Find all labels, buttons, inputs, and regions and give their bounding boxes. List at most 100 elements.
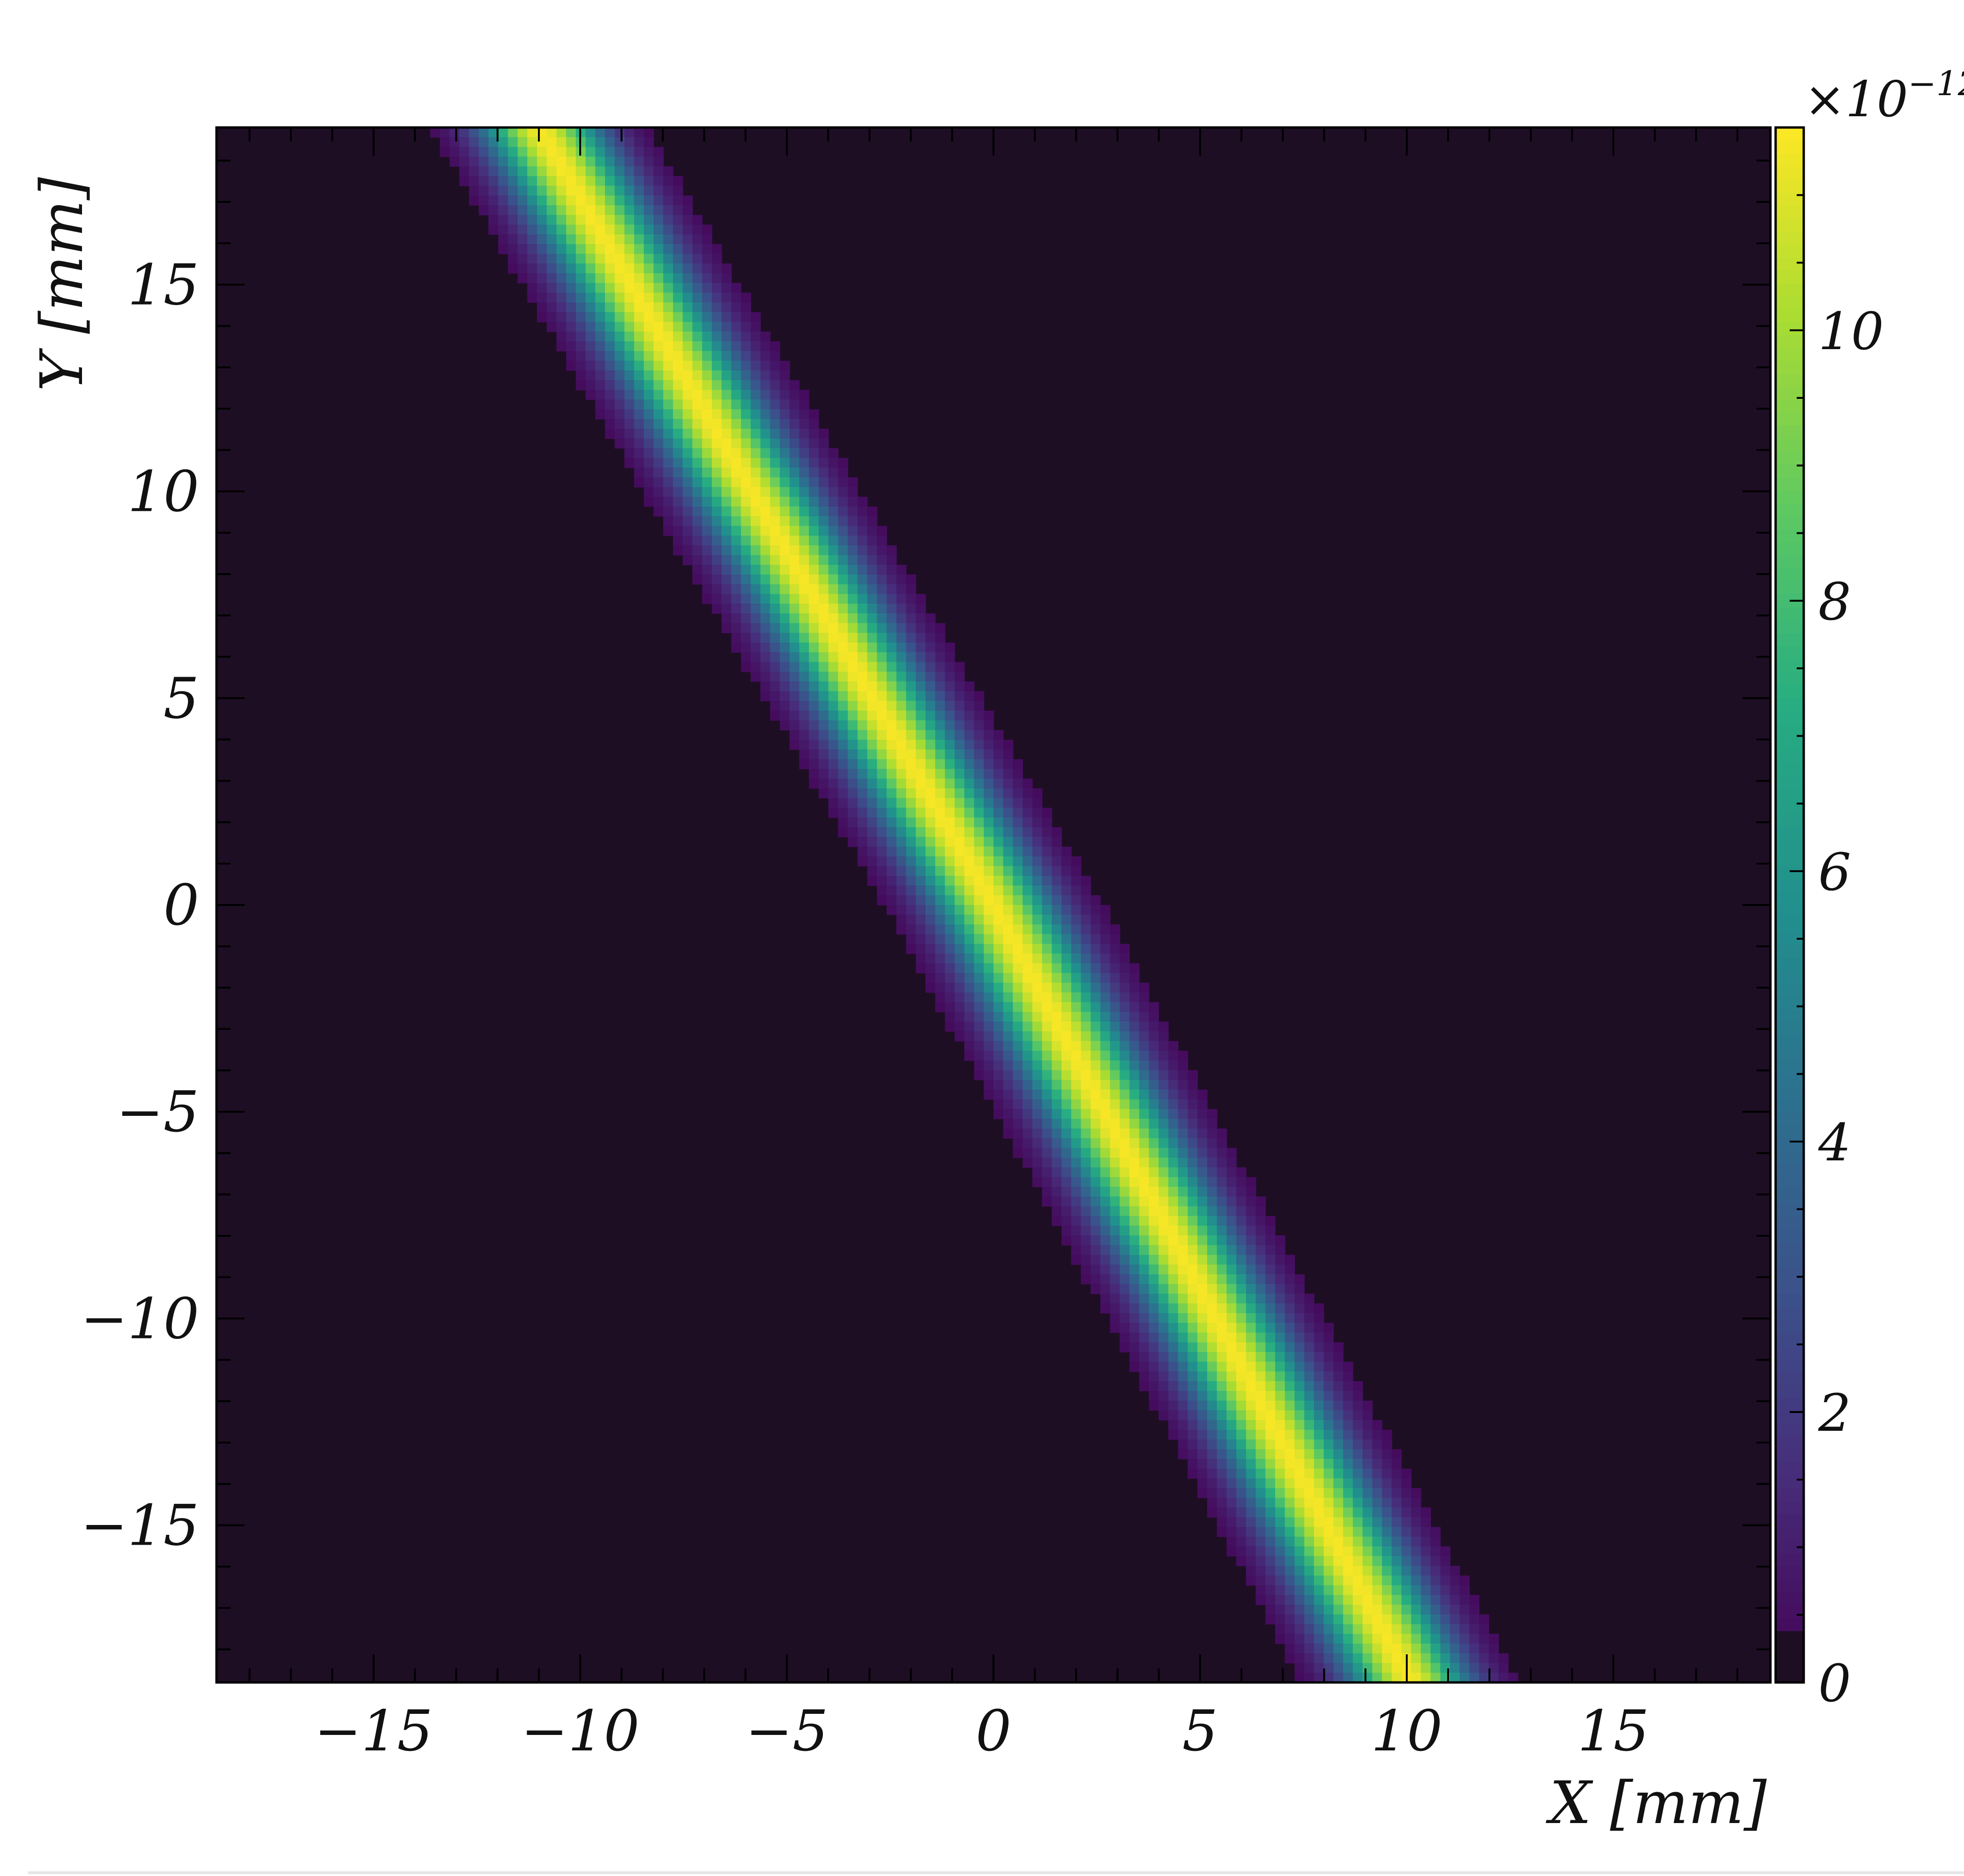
heatmap-cell — [1401, 1605, 1411, 1615]
heatmap-cell — [945, 710, 955, 721]
heatmap-cell — [1265, 1216, 1276, 1226]
heatmap-cell — [1314, 1605, 1324, 1615]
heatmap-cell — [1042, 827, 1053, 837]
heatmap-cell — [819, 778, 829, 789]
heatmap-cell — [614, 438, 625, 449]
heatmap-cell — [1323, 1371, 1334, 1382]
heatmap-cell — [789, 701, 800, 711]
heatmap-cell — [916, 895, 926, 905]
heatmap-cell — [1314, 1536, 1324, 1547]
heatmap-cell — [867, 807, 878, 818]
heatmap-cell — [809, 740, 819, 750]
heatmap-cell — [1110, 1284, 1120, 1294]
heatmap-cell — [1013, 846, 1023, 857]
heatmap-cell — [1372, 1449, 1382, 1459]
heatmap-cell — [1052, 1167, 1062, 1178]
heatmap-cell — [1013, 769, 1023, 779]
heatmap-cell — [770, 467, 780, 478]
heatmap-cell — [1110, 1148, 1120, 1158]
heatmap-cell — [993, 914, 1004, 925]
heatmap-cell — [935, 652, 946, 663]
heatmap-cell — [1003, 944, 1014, 954]
heatmap-cell — [1333, 1390, 1344, 1401]
heatmap-cell — [945, 856, 955, 867]
heatmap-cell — [799, 409, 809, 419]
heatmap-cell — [974, 710, 985, 721]
heatmap-cell — [1042, 963, 1053, 973]
heatmap-cell — [780, 623, 790, 634]
heatmap-cell — [1275, 1264, 1285, 1275]
heatmap-cell — [1129, 1177, 1140, 1188]
heatmap-cell — [692, 438, 702, 449]
heatmap-cell — [634, 428, 644, 439]
heatmap-cell — [1197, 1099, 1208, 1110]
heatmap-cell — [896, 681, 907, 692]
heatmap-cell — [964, 924, 975, 934]
heatmap-cell — [498, 137, 508, 148]
heatmap-cell — [780, 467, 790, 478]
heatmap-cell — [1013, 934, 1023, 944]
heatmap-cell — [1197, 1187, 1208, 1197]
heatmap-cell — [546, 312, 557, 322]
heatmap-cell — [1255, 1332, 1266, 1343]
heatmap-cell — [1314, 1332, 1324, 1343]
heatmap-cell — [1071, 1041, 1082, 1051]
colorbar-segment — [1776, 283, 1804, 297]
heatmap-cell — [857, 506, 868, 517]
colorbar-segment — [1776, 1047, 1804, 1061]
heatmap-cell — [1071, 1167, 1082, 1178]
heatmap-cell — [760, 370, 771, 381]
heatmap-cell — [838, 672, 848, 682]
heatmap-cell — [1081, 895, 1091, 905]
heatmap-cell — [634, 331, 644, 342]
heatmap-cell — [1120, 1264, 1130, 1275]
heatmap-cell — [692, 458, 702, 468]
heatmap-cell — [1275, 1381, 1285, 1391]
heatmap-cell — [1129, 1284, 1140, 1294]
heatmap-cell — [1110, 1226, 1120, 1236]
heatmap-cell — [1139, 1293, 1150, 1304]
heatmap-cell — [993, 895, 1004, 905]
heatmap-cell — [653, 166, 664, 177]
heatmap-cell — [1382, 1459, 1392, 1469]
heatmap-cell — [1120, 1177, 1130, 1188]
heatmap-cell — [780, 691, 790, 702]
heatmap-cell — [964, 963, 975, 973]
heatmap-cell — [1187, 1332, 1198, 1343]
heatmap-cell — [828, 458, 839, 468]
heatmap-cell — [1061, 1119, 1072, 1129]
heatmap-cell — [1246, 1323, 1256, 1333]
heatmap-cell — [1023, 963, 1033, 973]
heatmap-cell — [643, 341, 654, 351]
heatmap-cell — [1217, 1498, 1227, 1508]
heatmap-cell — [546, 186, 557, 196]
heatmap-cell — [1013, 973, 1023, 983]
heatmap-cell — [1275, 1556, 1285, 1566]
heatmap-cell — [1314, 1624, 1324, 1635]
heatmap-cell — [1042, 905, 1053, 915]
heatmap-cell — [1411, 1624, 1421, 1635]
heatmap-cell — [1042, 1090, 1053, 1100]
heatmap-cell — [1013, 944, 1023, 954]
colorbar-segment — [1776, 166, 1804, 180]
heatmap-cell — [828, 613, 839, 624]
heatmap-cell — [663, 419, 673, 429]
heatmap-cell — [614, 186, 625, 196]
heatmap-cell — [1411, 1566, 1421, 1576]
heatmap-cell — [721, 555, 732, 565]
heatmap-cell — [1382, 1605, 1392, 1615]
heatmap-cell — [575, 215, 586, 225]
heatmap-cell — [1110, 1245, 1120, 1256]
heatmap-cell — [634, 127, 644, 138]
x-axis-title: X [mm] — [1546, 1769, 1767, 1837]
heatmap-cell — [575, 302, 586, 313]
heatmap-cell — [624, 428, 635, 439]
heatmap-cell — [1090, 1099, 1101, 1110]
heatmap-cell — [877, 798, 887, 808]
heatmap-cell — [1197, 1206, 1208, 1217]
heatmap-cell — [1217, 1420, 1227, 1430]
heatmap-cell — [1382, 1624, 1392, 1635]
heatmap-cell — [916, 953, 926, 964]
heatmap-cell — [741, 662, 751, 673]
heatmap-cell — [1372, 1439, 1382, 1450]
